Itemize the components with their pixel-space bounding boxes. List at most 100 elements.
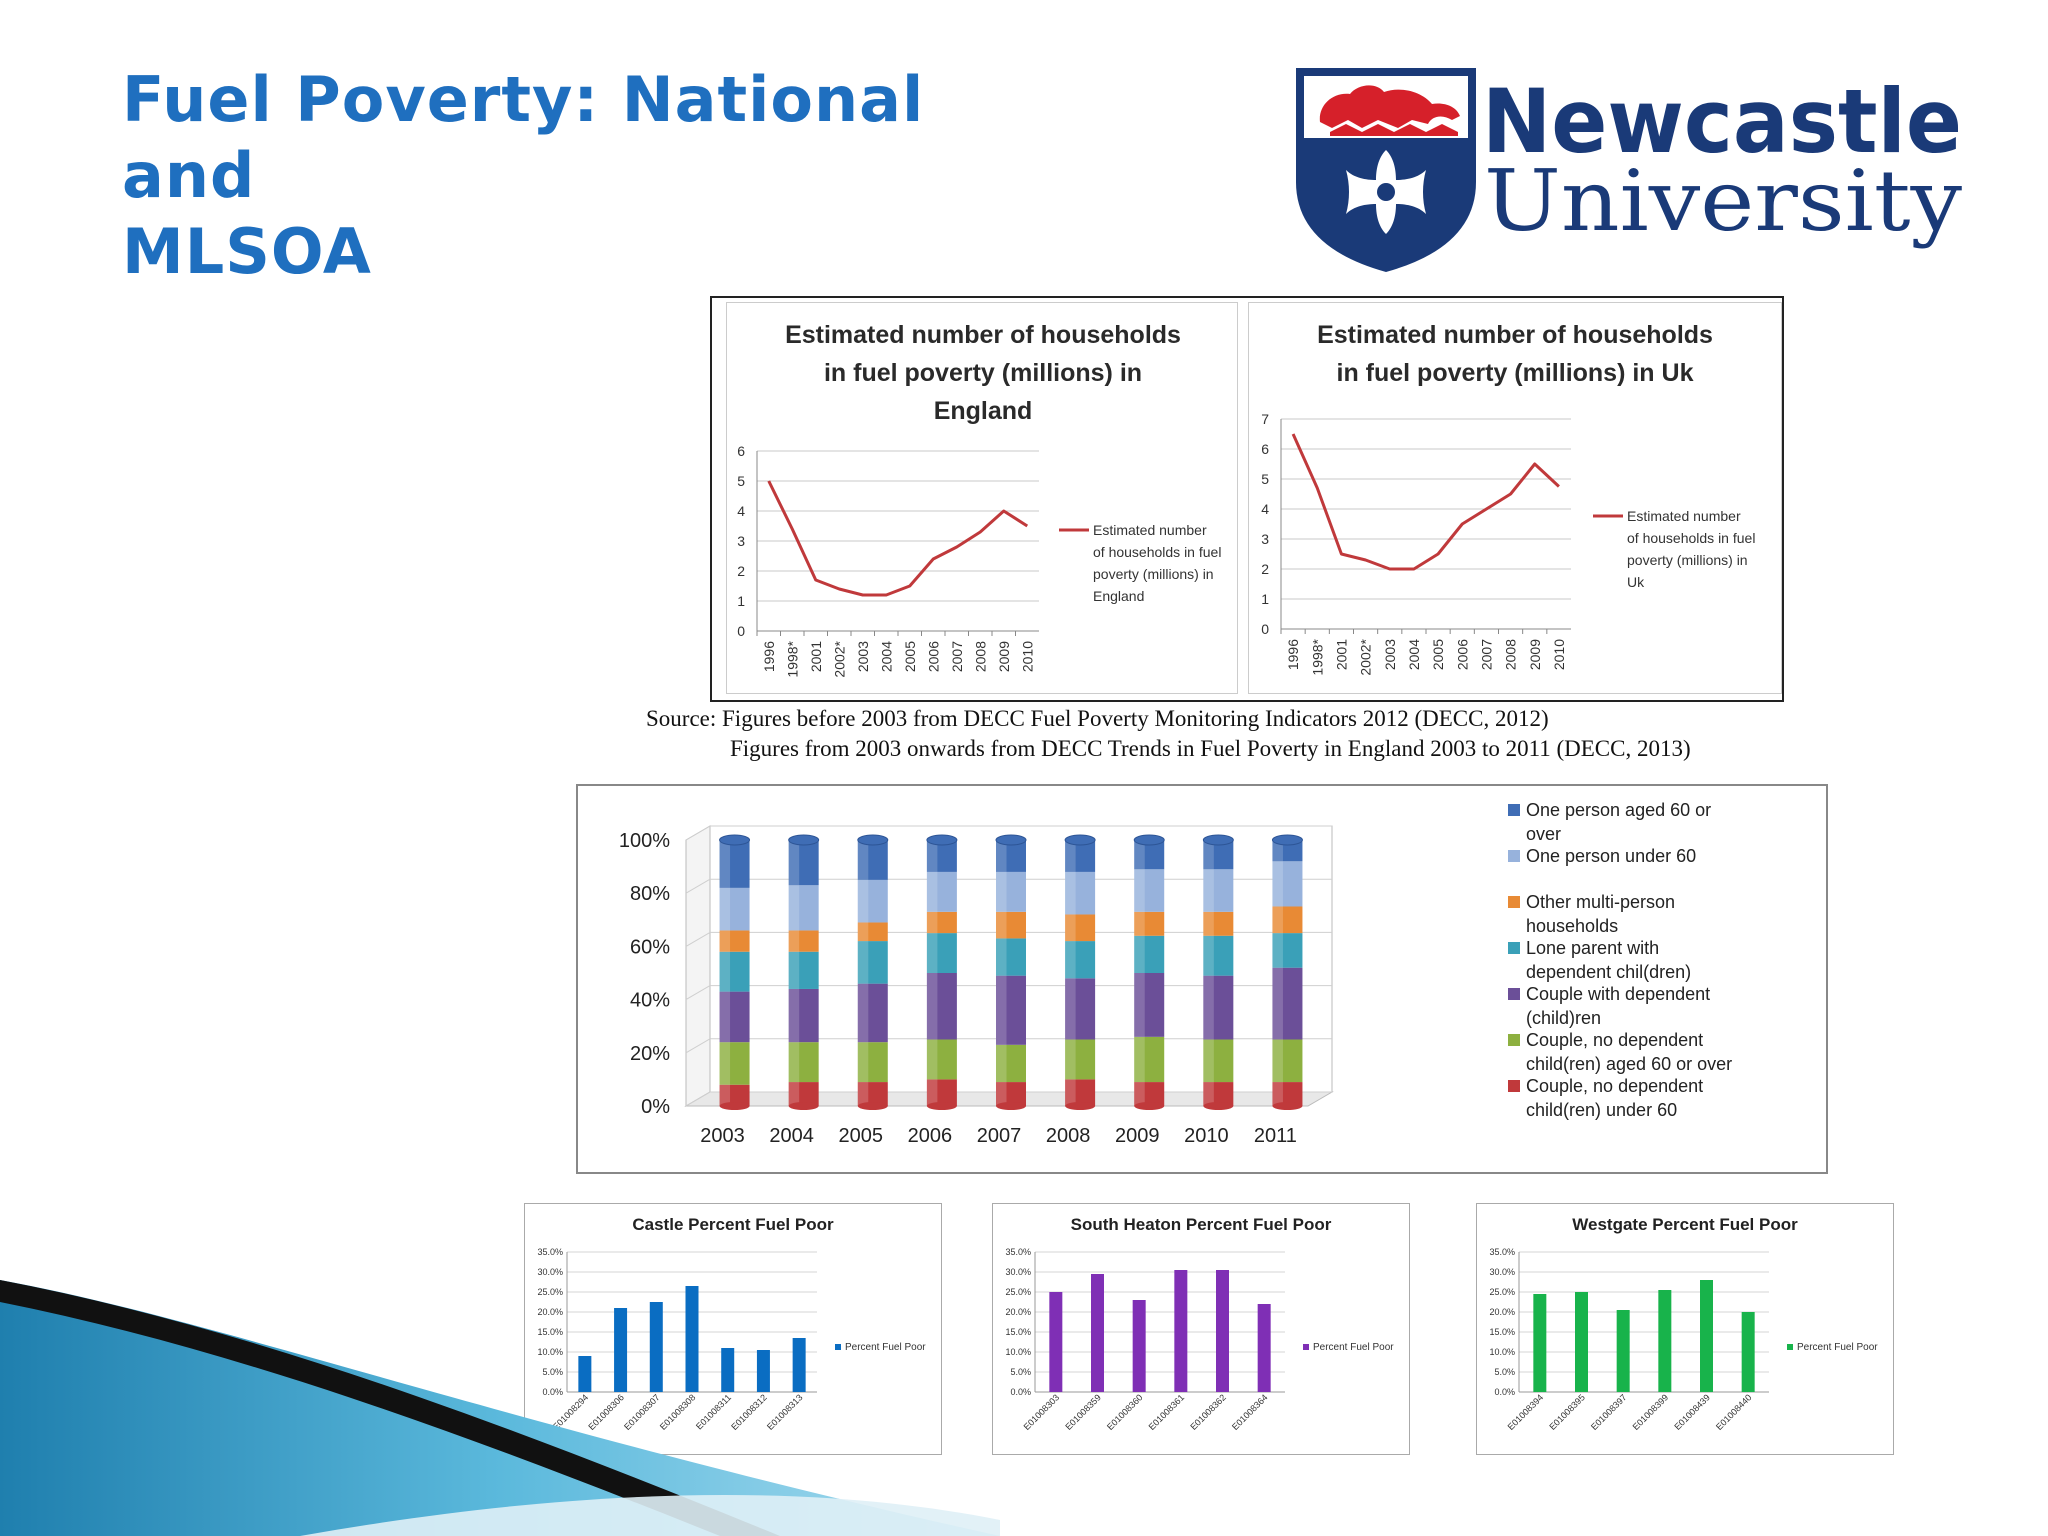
stack-gridline-side (685, 1091, 711, 1107)
stack-x-tick-label: 2009 (1115, 1125, 1160, 1147)
uk-series-line (1291, 433, 1560, 571)
stack-segment-highlight (996, 840, 1007, 872)
stack-segment-highlight (1203, 935, 1214, 976)
stack-segment-highlight (1203, 1039, 1214, 1083)
south-heaton-y-tick-label: 0.0% (1010, 1387, 1031, 1397)
stack-segment (926, 1039, 957, 1080)
south-heaton-bar (1132, 1300, 1146, 1392)
stack-segment-face (857, 1042, 888, 1083)
south-heaton-bar (1049, 1292, 1063, 1392)
stack-segment-face (1203, 869, 1234, 912)
castle-title: Castle Percent Fuel Poor (632, 1215, 834, 1234)
uk-x-tick-label: 2007 (1478, 639, 1494, 670)
uk-y-tick-label: 3 (1261, 531, 1269, 547)
stack-segment (996, 975, 1026, 1045)
england-x-tick-label: 2005 (902, 641, 918, 672)
stack-bar-cap (995, 834, 1027, 846)
england-line-chart-svg: Estimated number of households in fuel po… (737, 321, 1221, 678)
logo-name-line-1: Newcastle (1482, 70, 1962, 173)
uk-legend-label: Uk (1627, 574, 1645, 590)
uk-x-tick-label: 1996 (1285, 639, 1301, 670)
household-types-stacked-chart-svg: 0% 20% 40% 60% 80% 100% 2003 2004 2005 2006 2007 20… (619, 800, 1732, 1147)
stack-segment-highlight (1134, 840, 1145, 870)
stack-segment (857, 922, 888, 942)
stack-segment-highlight (857, 922, 869, 942)
england-x-tick-label: 2002* (831, 640, 847, 677)
stack-segment-highlight (926, 840, 938, 872)
westgate-y-tick-label: 30.0% (1489, 1267, 1515, 1277)
stack-legend-swatch (1508, 988, 1520, 1000)
stack-segment-highlight (996, 871, 1007, 912)
stack-segment-highlight (1272, 1039, 1283, 1083)
stack-segment (1134, 973, 1165, 1037)
stack-segment-highlight (926, 1079, 938, 1106)
south-heaton-y-tick-label: 30.0% (1005, 1267, 1031, 1277)
england-y-tick-label: 3 (737, 533, 745, 549)
stack-segment (1065, 941, 1096, 979)
stack-segment-face (788, 1042, 819, 1083)
south-heaton-legend-label: Percent Fuel Poor (1313, 1342, 1394, 1353)
stack-segment-highlight (1134, 935, 1145, 973)
stack-segment-highlight (1203, 869, 1214, 912)
stack-gridline-side (685, 931, 711, 947)
stack-segment-face (1272, 967, 1303, 1040)
stack-segment-highlight (1065, 941, 1076, 979)
stack-segment (719, 887, 750, 931)
england-y-tick-label: 2 (737, 563, 745, 579)
stack-legend-label: One person aged 60 or (1526, 800, 1711, 820)
stack-x-tick-label: 2007 (977, 1125, 1022, 1147)
slide-title-line-2: MLSOA (122, 215, 372, 288)
stack-segment (1134, 1036, 1165, 1083)
stack-segment-highlight (857, 941, 869, 984)
westgate-y-tick-label: 25.0% (1489, 1287, 1515, 1297)
stack-segment-face (719, 951, 750, 992)
south-heaton-x-tick-label: E01008362 (1188, 1392, 1228, 1432)
south-heaton-bar (1091, 1274, 1104, 1392)
stack-segment-highlight (1134, 1036, 1145, 1083)
westgate-x-tick-label: E01008399 (1631, 1392, 1671, 1432)
stack-segment-face (788, 930, 819, 952)
stack-segment (1272, 861, 1303, 907)
westgate-y-tick-label: 0.0% (1494, 1387, 1515, 1397)
stack-segment-highlight (1065, 871, 1076, 915)
logo-name-line-2: University (1484, 152, 1963, 250)
stack-segment (719, 951, 750, 992)
stack-segment-highlight (1065, 1039, 1076, 1080)
stack-legend-label: Lone parent with (1526, 938, 1659, 958)
stack-legend-label: households (1526, 916, 1618, 936)
line-charts-container: Estimated number of households in fuel po… (710, 296, 1784, 702)
stack-segment-face (1134, 911, 1165, 936)
stack-segment-highlight (1065, 840, 1076, 872)
stack-segment-face (1065, 914, 1096, 942)
stack-segment-highlight (857, 1042, 869, 1083)
south-heaton-bar-chart: South Heaton Percent Fuel Poor 0.0% 5.0% 10… (992, 1203, 1410, 1455)
stack-segment (857, 1082, 888, 1106)
westgate-x-tick-label: E01008395 (1547, 1392, 1587, 1432)
uk-x-tick-label: 1998* (1309, 638, 1325, 675)
stack-segment-highlight (1134, 1082, 1145, 1106)
stack-legend-swatch (1508, 1080, 1520, 1092)
england-series-line (767, 480, 1029, 597)
stack-segment-highlight (788, 1082, 800, 1106)
stack-bar-base (926, 1102, 957, 1110)
stack-segment-face (857, 840, 888, 880)
castle-y-tick-label: 35.0% (537, 1247, 563, 1257)
uk-title-line: Estimated number of households (1317, 321, 1713, 349)
stack-segment (857, 941, 888, 984)
stack-y-tick-label: 60% (630, 936, 670, 958)
slide-title-line-1: Fuel Poverty: National and (122, 63, 925, 212)
stack-segment (926, 1079, 957, 1106)
england-x-tick-label: 2001 (808, 641, 824, 672)
stack-segment-face (1134, 973, 1165, 1037)
stack-segment-face (926, 933, 957, 973)
stack-legend-label: Other multi-person (1526, 892, 1675, 912)
stack-segment-highlight (1272, 967, 1283, 1040)
stack-segment-highlight (1203, 911, 1214, 936)
stack-segment (996, 938, 1026, 976)
stack-bar-base (1203, 1102, 1234, 1110)
stack-segment-face (1203, 935, 1234, 976)
stack-segment-highlight (1203, 840, 1214, 870)
stack-segment-face (788, 840, 819, 886)
stack-segment-face (996, 975, 1026, 1045)
stack-bar-base (719, 1102, 750, 1110)
